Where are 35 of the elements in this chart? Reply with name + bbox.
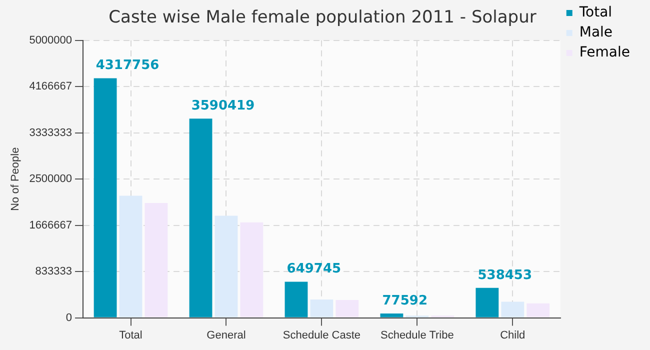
y-axis-title: No of People: [10, 147, 22, 211]
y-tick-label: 4166667: [29, 80, 72, 93]
y-tick-label: 1666667: [29, 219, 72, 232]
y-tick-label: 3333333: [29, 126, 72, 139]
legend-label: Total: [578, 4, 612, 21]
x-tick-label: Total: [119, 329, 142, 342]
bar: [476, 288, 499, 318]
bar: [380, 313, 404, 318]
bar: [310, 299, 334, 318]
bar: [119, 196, 142, 318]
y-tick-label: 5000000: [29, 34, 72, 46]
data-label: 649745: [286, 262, 342, 277]
y-tick-label: 0: [66, 312, 72, 324]
data-label: 4317756: [96, 58, 160, 74]
bar: [501, 302, 524, 318]
y-tick-label: 2500000: [29, 173, 72, 186]
x-tick-label: Schedule Tribe: [380, 329, 454, 342]
legend-label: Male: [579, 24, 613, 41]
x-tick-label: Schedule Caste: [282, 329, 361, 342]
data-label: 77592: [382, 293, 428, 308]
bar: [240, 222, 264, 318]
bar: [284, 282, 308, 318]
x-tick-label: General: [206, 329, 246, 342]
bar: [214, 216, 238, 318]
legend-label: Female: [579, 44, 630, 61]
data-label: 538453: [478, 268, 532, 283]
y-tick-label: 833333: [35, 266, 72, 278]
bar: [336, 300, 359, 318]
data-label: 3590419: [191, 98, 255, 114]
bar: [94, 78, 117, 318]
bar: [144, 202, 168, 318]
bar: [526, 303, 550, 318]
chart-title: Caste wise Male female population 2011 - Solapur: [108, 8, 536, 28]
bar: [189, 118, 212, 318]
x-tick-label: Child: [500, 329, 526, 342]
